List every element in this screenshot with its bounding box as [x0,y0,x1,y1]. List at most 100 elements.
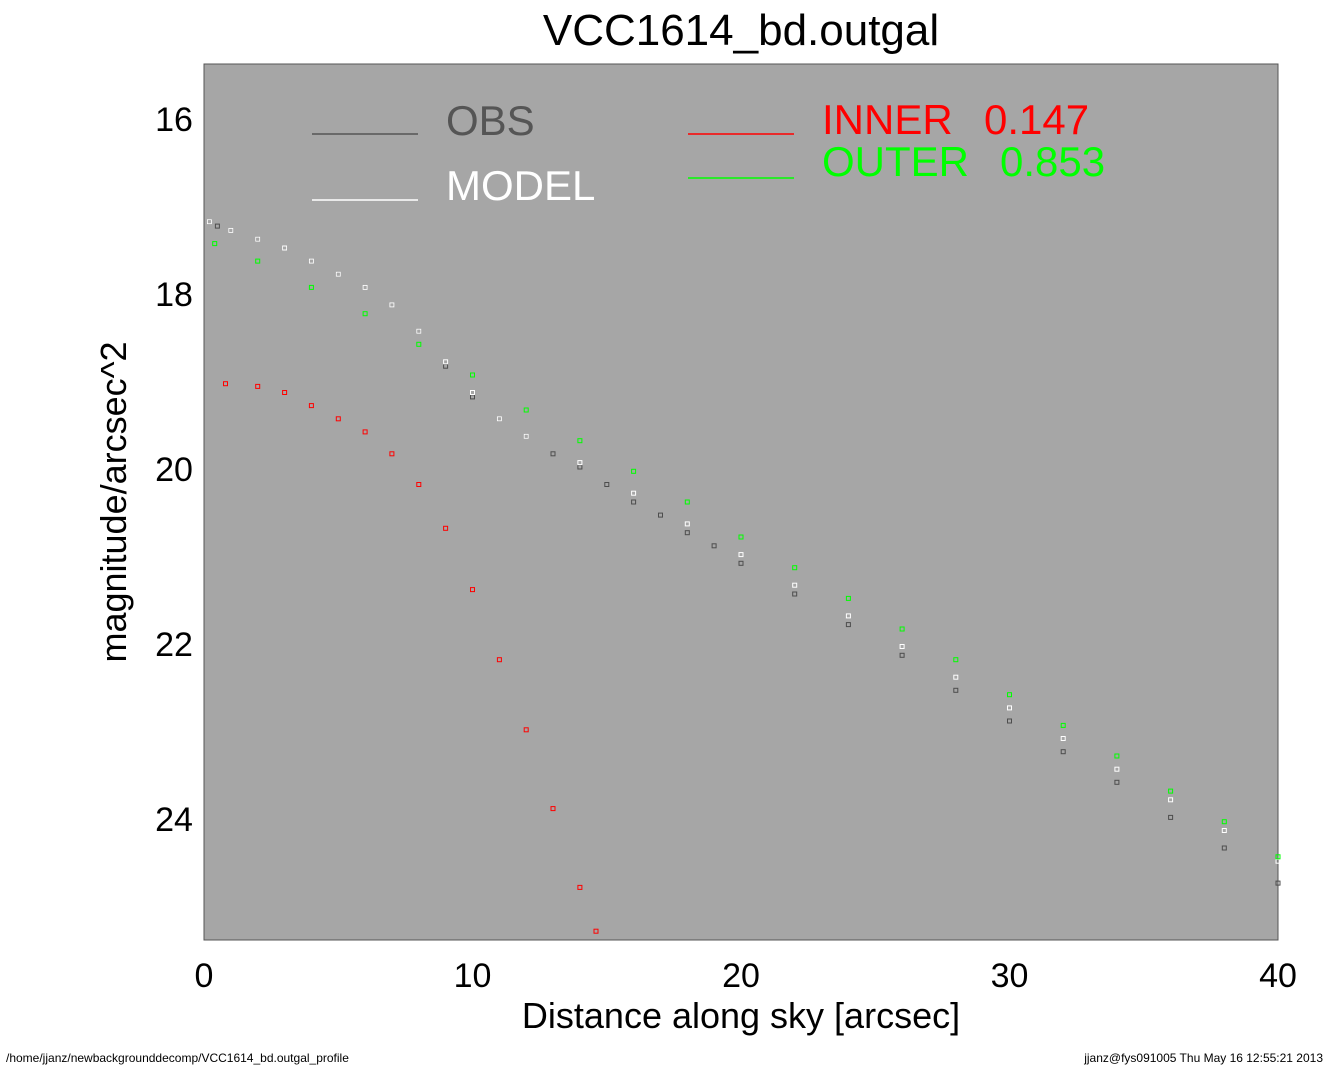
data-point [308,284,314,290]
data-point [792,591,798,597]
data-point [577,884,583,890]
data-point [792,582,798,588]
data-point [577,438,583,444]
legend-model-label: MODEL [446,162,595,209]
data-point [711,543,717,549]
data-point [389,451,395,457]
data-point [1060,749,1066,755]
data-point [335,271,341,277]
legend-obs-label: OBS [446,97,535,144]
footer-path: /home/jjanz/newbackgrounddecomp/VCC1614_… [6,1051,349,1065]
data-point [684,499,690,505]
data-point [845,595,851,601]
data-point [550,451,556,457]
y-tick-label: 18 [155,276,193,314]
data-point [792,565,798,571]
data-point [953,657,959,663]
data-point [1114,779,1120,785]
data-point [255,236,261,242]
data-point [1221,845,1227,851]
data-point [496,657,502,663]
data-point [899,644,905,649]
data-point [631,499,637,505]
legend: OBS MODEL INNER 0.147 OUTER 0.853 [312,96,1105,209]
series-outer [212,241,1281,860]
data-point [684,521,690,527]
data-point [206,219,212,225]
data-point [577,460,583,466]
x-tick-label: 0 [195,957,214,995]
y-tick-label: 24 [155,801,193,839]
data-point [658,512,663,518]
data-point [1221,828,1227,833]
data-point [308,258,314,264]
data-point [1275,854,1281,860]
data-point [416,482,422,487]
data-point [416,328,422,334]
legend-inner-label: INNER [822,96,953,143]
data-point [631,490,637,496]
y-tick-label: 22 [155,626,193,664]
y-tick-label: 20 [155,451,193,489]
data-point [1168,788,1174,794]
data-point [1114,753,1120,759]
plot-area [203,63,1279,941]
series-inner [223,381,599,934]
data-points [206,219,1281,934]
data-point [308,403,314,409]
data-point [593,928,599,934]
data-point [470,587,475,593]
x-tick-label: 40 [1259,957,1297,995]
data-point [953,674,959,680]
legend-outer-label: OUTER [822,138,969,185]
x-tick-label: 20 [722,957,760,995]
data-point [389,302,395,308]
data-point [214,223,220,229]
data-point [899,652,905,658]
y-axis-title: magnitude/arcsec^2 [93,341,134,662]
data-point [335,416,341,422]
data-point [443,525,449,531]
data-point [1060,736,1066,741]
data-point [845,622,851,628]
data-point [470,372,475,378]
y-axis: 16 18 20 22 24 magnitude/arcsec^2 [93,101,193,839]
data-point [212,241,218,247]
data-point [523,727,529,733]
data-point [470,390,475,395]
footer-timestamp: jjanz@fys091005 Thu May 16 12:55:21 2013 [1083,1051,1323,1065]
data-point [1168,814,1174,820]
data-point [899,626,905,632]
data-point [416,341,422,347]
data-point [523,433,529,439]
x-axis: 0 10 20 30 40 Distance along sky [arcsec… [195,957,1297,1036]
data-point [1114,766,1120,772]
data-point [1007,705,1012,711]
legend-inner-value: 0.147 [984,96,1089,143]
chart-title: VCC1614_bd.outgal [543,6,939,55]
data-point [550,806,556,812]
data-point [738,552,744,558]
data-point [223,381,228,387]
data-point [845,613,851,619]
data-point [255,258,261,264]
data-point [738,560,744,566]
data-point [282,245,288,251]
x-axis-title: Distance along sky [arcsec] [522,995,960,1036]
data-point [523,407,529,413]
data-point [362,429,368,435]
data-point [282,390,288,395]
data-point [496,416,502,422]
legend-outer-value: 0.853 [1000,138,1105,185]
series-model [206,219,1281,864]
data-point [362,284,368,290]
data-point [228,227,234,233]
data-point [953,687,959,693]
data-point [255,383,261,389]
data-point [1221,819,1227,825]
x-tick-label: 10 [454,957,492,995]
data-point [631,468,637,474]
data-point [684,530,690,536]
data-point [604,482,610,487]
